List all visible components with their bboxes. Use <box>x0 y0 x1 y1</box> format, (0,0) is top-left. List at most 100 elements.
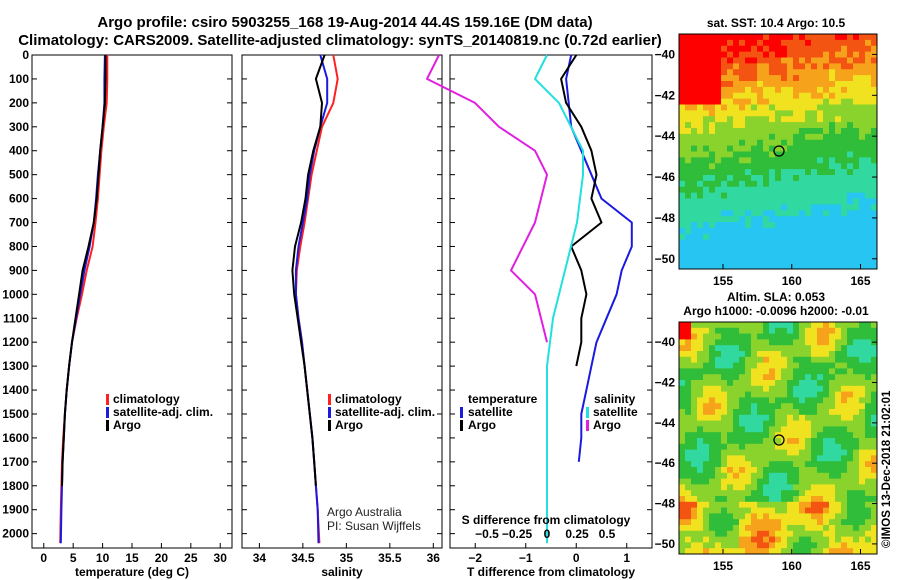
map-cell <box>715 490 722 497</box>
map-cell <box>781 432 788 439</box>
map-cell <box>871 548 878 555</box>
map-cell <box>847 210 854 217</box>
map-cell <box>733 110 740 117</box>
map-cell <box>787 145 794 152</box>
map-cell <box>727 51 734 58</box>
map-cell <box>835 245 842 252</box>
map-cell <box>853 192 860 199</box>
map-cell <box>805 198 812 205</box>
map-cell <box>841 490 848 497</box>
series-line-argo <box>291 54 326 486</box>
map-cell <box>841 145 848 152</box>
map-cell <box>751 216 758 223</box>
map-cell <box>709 426 716 433</box>
map-cell <box>811 216 818 223</box>
map-cell <box>721 356 728 363</box>
map-cell <box>739 525 746 532</box>
map-cell <box>745 322 752 329</box>
map-cell <box>799 322 806 329</box>
map-cell <box>787 263 794 270</box>
map-cell <box>829 449 836 456</box>
map-cell <box>811 198 818 205</box>
map-cell <box>823 233 830 241</box>
map-cell <box>865 233 872 241</box>
map-cell <box>733 403 740 410</box>
map-cell <box>817 169 824 176</box>
map-cell <box>829 180 836 188</box>
map-cell <box>823 98 830 105</box>
map-cell <box>727 356 734 363</box>
map-cell <box>769 233 776 241</box>
map-cell <box>817 461 824 468</box>
map-cell <box>691 157 698 164</box>
map-cell <box>799 397 806 404</box>
map-cell <box>751 239 758 246</box>
map-cell <box>709 414 716 421</box>
map-cell <box>841 34 848 41</box>
map-cell <box>811 145 818 152</box>
map-cell <box>679 542 686 549</box>
map-cell <box>781 210 788 217</box>
legend-swatch-climatology <box>328 394 331 405</box>
map-cell <box>751 484 758 491</box>
map-cell <box>823 548 830 555</box>
title-line-2: Climatology: CARS2009. Satellite-adjuste… <box>18 32 662 49</box>
map-cell <box>841 322 848 329</box>
map-cell <box>823 339 830 346</box>
map-cell <box>751 368 758 375</box>
map-cell <box>853 222 860 229</box>
map-cell <box>775 39 782 47</box>
map-cell <box>793 333 800 340</box>
map-cell <box>727 233 734 241</box>
map-cell <box>781 345 788 352</box>
map-cell <box>811 449 818 456</box>
map-cell <box>853 362 860 369</box>
map-cell <box>871 438 878 445</box>
map-cell <box>853 484 860 491</box>
map-cell <box>769 351 776 358</box>
map-y-tick-label: −44 <box>655 129 676 143</box>
map-cell <box>829 122 836 129</box>
map-cell <box>727 257 734 264</box>
map-cell <box>685 345 692 352</box>
map-cell <box>823 145 830 152</box>
map-cell <box>823 63 830 70</box>
map-cell <box>757 63 764 70</box>
map-cell <box>805 362 812 369</box>
legend-temperature: climatology satellite-adj. clim. Argo <box>106 392 213 432</box>
map-cell <box>715 478 722 485</box>
map-cell <box>823 92 830 100</box>
map-cell <box>703 186 710 194</box>
map-cell <box>811 339 818 346</box>
map-cell <box>835 530 842 537</box>
map-cell <box>847 169 854 176</box>
map-cell <box>769 496 776 503</box>
map-cell <box>763 513 770 520</box>
map-cell <box>709 403 716 410</box>
map-cell <box>745 239 752 246</box>
map-cell <box>871 472 878 479</box>
map-cell <box>709 449 716 456</box>
map-cell <box>721 542 728 549</box>
map-cell <box>751 472 758 479</box>
map-cell <box>679 455 686 462</box>
map-cell <box>691 133 698 141</box>
map-cell <box>847 204 854 211</box>
map-cell <box>679 322 686 329</box>
map-cell <box>733 496 740 503</box>
map-cell <box>697 39 704 47</box>
map-cell <box>823 116 830 123</box>
map-cell <box>805 180 812 188</box>
map-cell <box>685 409 692 416</box>
map-cell <box>847 322 854 329</box>
map-cell <box>835 51 842 58</box>
map-cell <box>847 251 854 258</box>
map-cell <box>823 45 830 53</box>
map-cell <box>799 245 806 252</box>
map-cell <box>859 455 866 462</box>
map-cell <box>799 496 806 503</box>
map-cell <box>817 251 824 258</box>
x-tick-label-salinity: −0.5 <box>475 527 499 541</box>
map-y-tick-label: −50 <box>655 537 676 551</box>
map-cell <box>805 86 812 94</box>
